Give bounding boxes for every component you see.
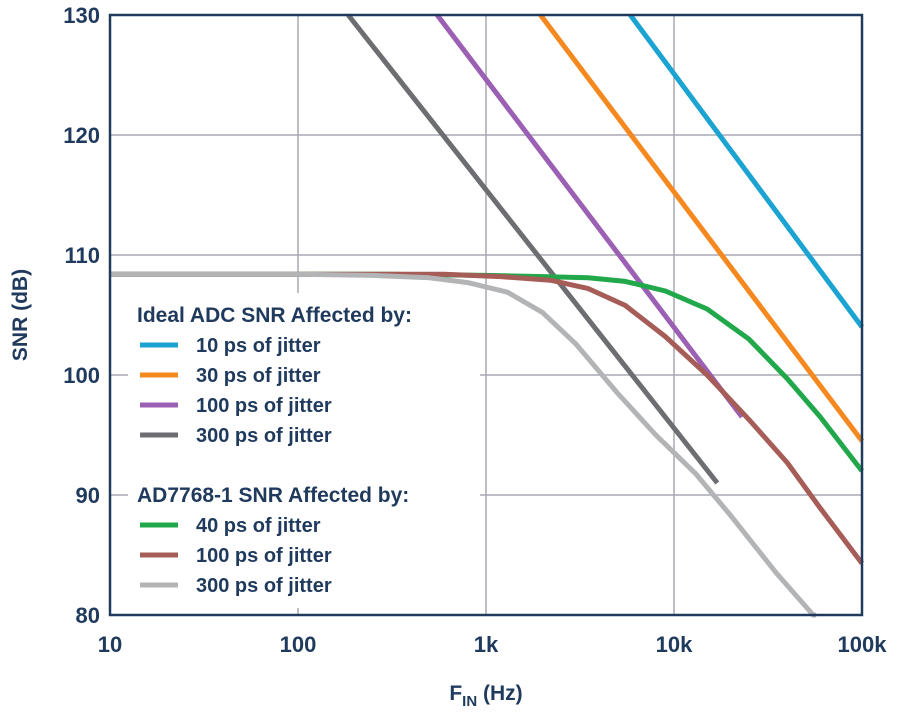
series-line-1 bbox=[538, 13, 864, 443]
x-axis-label: FIN (Hz) bbox=[449, 682, 522, 710]
legend-entry-0: 10 ps of jitter bbox=[196, 335, 321, 357]
y-axis-label: SNR (dB) bbox=[9, 269, 32, 361]
x-tick-label-1: 100 bbox=[280, 632, 317, 657]
series-line-0 bbox=[628, 13, 865, 329]
series-line-5 bbox=[110, 271, 864, 565]
y-tick-label-1: 90 bbox=[76, 483, 100, 508]
legend-title-0: Ideal ADC SNR Affected by: bbox=[137, 304, 412, 327]
legend-entry-2: 100 ps of jitter bbox=[196, 395, 332, 417]
y-tick-label-0: 80 bbox=[76, 603, 100, 628]
legend-entry-4: 40 ps of jitter bbox=[196, 515, 321, 537]
legend-entry-3: 300 ps of jitter bbox=[196, 425, 332, 447]
x-tick-label-0: 10 bbox=[98, 632, 122, 657]
series-line-3 bbox=[346, 13, 720, 485]
x-tick-label-3: 10k bbox=[656, 632, 693, 657]
legend-entry-6: 300 ps of jitter bbox=[196, 575, 332, 597]
legend: Ideal ADC SNR Affected by: 10 ps of jitte… bbox=[137, 304, 412, 597]
legend-title-1: AD7768-1 SNR Affected by: bbox=[137, 484, 409, 507]
legend-entry-5: 100 ps of jitter bbox=[196, 545, 332, 567]
y-tick-label-2: 100 bbox=[63, 363, 100, 388]
x-tick-label-4: 100k bbox=[838, 632, 888, 657]
tick-labels: 10 100 1k 10k 100k 80 90 100 110 120 130 bbox=[63, 3, 887, 657]
plot-frame bbox=[108, 13, 864, 617]
y-tick-label-3: 110 bbox=[65, 243, 101, 268]
series-line-2 bbox=[435, 13, 744, 419]
legend-background bbox=[128, 293, 480, 608]
y-tick-label-4: 120 bbox=[63, 123, 100, 148]
legend-entry-1: 30 ps of jitter bbox=[196, 365, 321, 387]
series-line-6 bbox=[110, 271, 817, 618]
x-tick-label-2: 1k bbox=[474, 632, 499, 657]
series-lines bbox=[110, 13, 865, 618]
y-tick-label-5: 130 bbox=[63, 3, 100, 28]
